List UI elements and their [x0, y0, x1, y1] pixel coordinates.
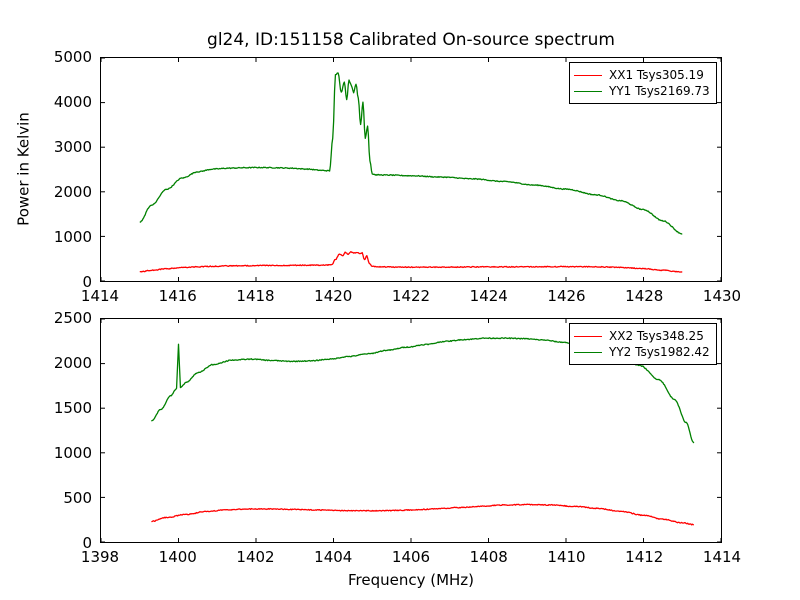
y-tick-label: 1500 — [53, 399, 92, 417]
data-series-line — [140, 73, 683, 234]
y-tick-label: 2500 — [53, 309, 92, 327]
y-tick-label: 1000 — [53, 228, 92, 246]
x-tick-label: 1430 — [702, 287, 742, 305]
x-tick-label: 1416 — [158, 287, 197, 305]
data-series-line — [140, 252, 683, 272]
y-tick-label: 0 — [82, 273, 92, 291]
x-tick-label: 1406 — [391, 548, 431, 566]
legend-color-swatch-icon — [574, 74, 602, 76]
y-tick-label: 4000 — [53, 93, 92, 111]
x-tick-label: 1408 — [469, 548, 508, 566]
y-tick-label: 0 — [82, 534, 92, 552]
x-tick-label: 1422 — [391, 287, 431, 305]
legend-entry-label: XX2 Tsys348.25 — [609, 329, 704, 343]
x-tick-label: 1404 — [314, 548, 353, 566]
legend-color-swatch-icon — [574, 351, 602, 353]
y-tick-label: 5000 — [53, 48, 92, 66]
legend-entry-label: YY2 Tsys1982.42 — [609, 345, 710, 360]
legend-color-swatch-icon — [574, 335, 602, 337]
legend-entry[interactable]: XX2 Tsys348.25 — [574, 328, 710, 344]
y-tick-label: 1000 — [53, 444, 92, 462]
y-tick-label: 500 — [63, 489, 92, 507]
top-panel-legend: XX1 Tsys305.19 YY1 Tsys2169.73 — [569, 62, 717, 105]
y-tick-label: 3000 — [53, 138, 92, 156]
x-tick-label: 1414 — [80, 287, 120, 305]
legend-entry[interactable]: YY2 Tsys1982.42 — [574, 344, 710, 360]
x-tick-label: 1414 — [702, 548, 742, 566]
top-panel-plot-area — [101, 58, 721, 281]
x-tick-label: 1424 — [469, 287, 508, 305]
legend-entry[interactable]: XX1 Tsys305.19 — [574, 67, 710, 83]
legend-color-swatch-icon — [574, 90, 602, 92]
x-tick-label: 1400 — [158, 548, 197, 566]
legend-entry-label: XX1 Tsys305.19 — [609, 68, 704, 82]
x-tick-label: 1412 — [625, 548, 664, 566]
y-tick-label: 2000 — [53, 354, 92, 372]
x-tick-label: 1398 — [80, 548, 120, 566]
x-tick-label: 1426 — [547, 287, 586, 305]
y-tick-label: 2000 — [53, 183, 92, 201]
x-tick-label: 1402 — [236, 548, 275, 566]
legend-entry[interactable]: YY1 Tsys2169.73 — [574, 83, 710, 99]
x-tick-label: 1418 — [236, 287, 275, 305]
bottom-panel-legend: XX2 Tsys348.25 YY2 Tsys1982.42 — [569, 323, 717, 366]
x-tick-label: 1410 — [547, 548, 586, 566]
x-axis-label: Frequency (MHz) — [347, 571, 475, 589]
y-axis-label-top: Power in Kelvin — [14, 111, 33, 226]
data-series-line — [151, 504, 693, 525]
legend-entry-label: YY1 Tsys2169.73 — [609, 84, 710, 99]
page-title: gl24, ID:151158 Calibrated On-source spe… — [207, 30, 615, 50]
x-tick-label: 1420 — [314, 287, 353, 305]
x-tick-label: 1428 — [625, 287, 664, 305]
